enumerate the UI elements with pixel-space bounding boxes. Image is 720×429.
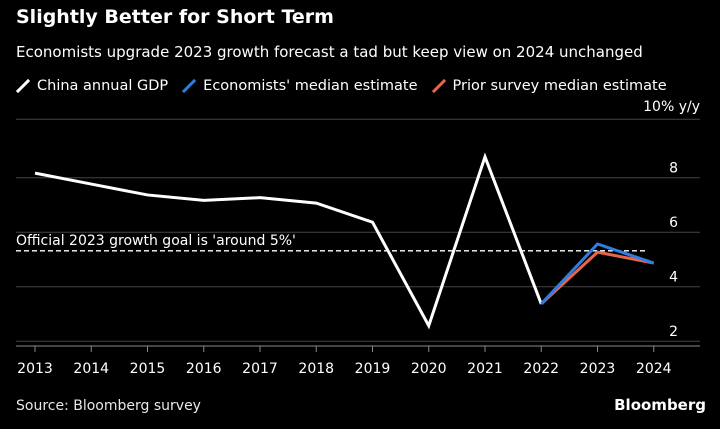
x-tick-label-2023: 2023: [580, 361, 616, 377]
x-tick-label-2014: 2014: [73, 361, 109, 377]
series-line-china-annual-gdp: [34, 152, 543, 330]
x-tick-label-2017: 2017: [242, 361, 278, 377]
x-tick-label-2020: 2020: [411, 361, 447, 377]
x-tick-label-2013: 2013: [17, 361, 53, 377]
y-tick-label-6: 6: [669, 215, 678, 231]
y-tick-label-8: 8: [669, 161, 678, 177]
legend-swatch-prior: [431, 79, 446, 93]
legend-label-prior: Prior survey median estimate: [452, 78, 667, 94]
x-tick-label-2018: 2018: [298, 361, 334, 377]
chart-subtitle: Economists upgrade 2023 growth forecast …: [16, 43, 643, 61]
x-tick-label-2015: 2015: [130, 361, 166, 377]
legend-label-gdp: China annual GDP: [37, 78, 169, 94]
y-tick-label-2: 2: [669, 324, 678, 340]
x-tick-label-2024: 2024: [636, 361, 672, 377]
bloomberg-logo: Bloomberg: [614, 396, 706, 414]
chart-title: Slightly Better for Short Term: [16, 6, 334, 28]
source-note: Source: Bloomberg survey: [16, 398, 201, 414]
legend-label-economists: Economists' median estimate: [203, 78, 418, 94]
legend-item-economists: Economists' median estimate: [182, 78, 418, 94]
chart-legend: China annual GDP Economists' median esti…: [16, 78, 681, 94]
legend-item-prior: Prior survey median estimate: [431, 78, 667, 94]
x-tick-label-2016: 2016: [186, 361, 222, 377]
series-line-prior-survey-median-estimate: [540, 250, 655, 306]
legend-item-gdp: China annual GDP: [16, 78, 168, 94]
x-tick-label-2019: 2019: [355, 361, 391, 377]
line-chart: 10% y/y 2 4 6 8 2013 2014 2015 2016 2017 2018 2019 2…: [16, 99, 700, 377]
x-tick-label-2022: 2022: [523, 361, 559, 377]
legend-swatch-economists: [182, 79, 197, 93]
y-tick-label-4: 4: [669, 270, 678, 286]
legend-swatch-gdp: [16, 79, 30, 93]
reference-line-label: Official 2023 growth goal is 'around 5%': [16, 233, 296, 249]
x-tick-label-2021: 2021: [467, 361, 503, 377]
y-axis-unit-label: 10% y/y: [643, 99, 700, 115]
